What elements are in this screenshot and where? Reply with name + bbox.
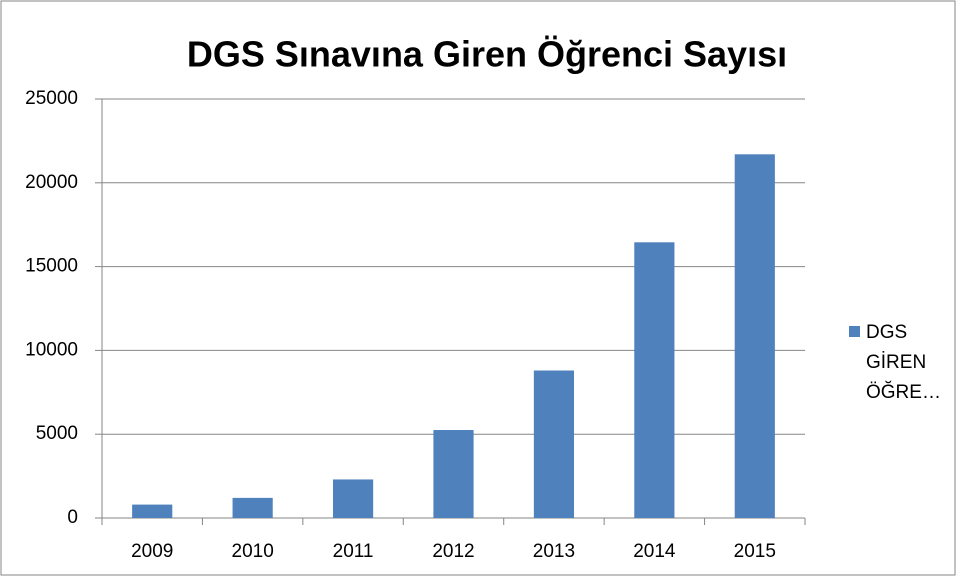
- legend-label: DGS GİREN ÖĞRE…: [866, 322, 941, 403]
- x-tick-label: 2011: [333, 541, 374, 562]
- x-tick-label: 2013: [533, 541, 575, 562]
- x-tick-label: 2014: [633, 541, 676, 562]
- bar: [232, 497, 273, 518]
- y-tick-label: 0: [67, 507, 78, 528]
- x-tick-label: 2009: [131, 541, 173, 562]
- y-tick-label: 10000: [25, 339, 78, 360]
- bar: [332, 479, 374, 518]
- legend-swatch: [849, 326, 860, 337]
- bar: [132, 504, 173, 518]
- bar: [533, 370, 575, 518]
- bar: [433, 430, 474, 518]
- y-tick-label: 5000: [36, 423, 78, 444]
- bar: [634, 242, 675, 518]
- y-tick-label: 20000: [25, 172, 78, 193]
- x-tick-label: 2015: [734, 541, 776, 562]
- bar: [734, 154, 775, 519]
- y-tick-label: 15000: [25, 256, 78, 277]
- y-tick-label: 25000: [25, 88, 78, 109]
- x-tick-label: 2012: [432, 541, 474, 562]
- x-tick-label: 2010: [232, 541, 274, 562]
- chart-title: DGS Sınavına Giren Öğrenci Sayısı: [187, 34, 787, 75]
